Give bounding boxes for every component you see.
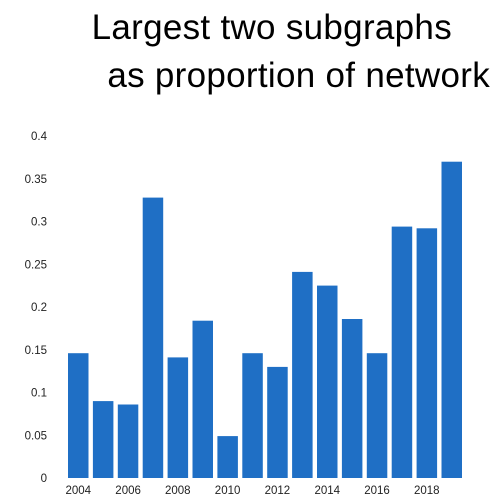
y-tick-label: 0.3: [31, 217, 47, 229]
chart-title-line-2: as proportion of network: [107, 56, 490, 95]
bar-2013: [292, 271, 313, 478]
y-tick-label: 0.2: [31, 302, 47, 314]
x-tick-label: 2014: [315, 485, 341, 497]
bar-2012: [267, 366, 288, 478]
x-tick-label: 2018: [414, 485, 440, 497]
bars-group: [68, 161, 462, 478]
bar-2018: [416, 228, 438, 478]
bar-2019: [441, 161, 462, 478]
bar-2009: [192, 320, 213, 478]
y-tick-label: 0.15: [25, 345, 47, 357]
x-tick-label: 2008: [165, 485, 191, 497]
bar-2016: [366, 353, 388, 478]
y-tick-label: 0.1: [31, 388, 47, 400]
y-tick-label: 0.05: [25, 430, 47, 442]
x-tick-label: 2012: [265, 485, 291, 497]
bar-2004: [68, 353, 89, 478]
x-tick-label: 2006: [115, 485, 141, 497]
x-tick-label: 2004: [66, 485, 92, 497]
y-tick-label: 0.25: [25, 259, 47, 271]
x-tick-label: 2010: [215, 485, 241, 497]
bar-2011: [242, 353, 263, 478]
y-tick-label: 0: [41, 473, 47, 485]
bar-2015: [341, 319, 363, 478]
chart-title-line-1: Largest two subgraphs: [91, 8, 452, 47]
bar-2017: [391, 226, 413, 478]
bar-2006: [117, 404, 139, 478]
bar-2014: [317, 285, 338, 478]
y-axis-ticks: 0 0.05 0.1 0.15 0.2 0.25 0.3 0.35 0.4: [25, 131, 48, 485]
chart-title: Largest two subgraphs as proportion of n…: [0, 4, 502, 100]
x-tick-label: 2016: [364, 485, 390, 497]
y-tick-label: 0.35: [25, 174, 47, 186]
x-axis-ticks: 2004 2006 2008 2010 2012 2014 2016 2018: [66, 485, 440, 497]
bar-2005: [92, 401, 114, 478]
y-tick-label: 0.4: [31, 131, 48, 143]
bar-2008: [167, 357, 189, 478]
bar-2010: [217, 436, 238, 478]
bar-2007: [142, 197, 164, 478]
